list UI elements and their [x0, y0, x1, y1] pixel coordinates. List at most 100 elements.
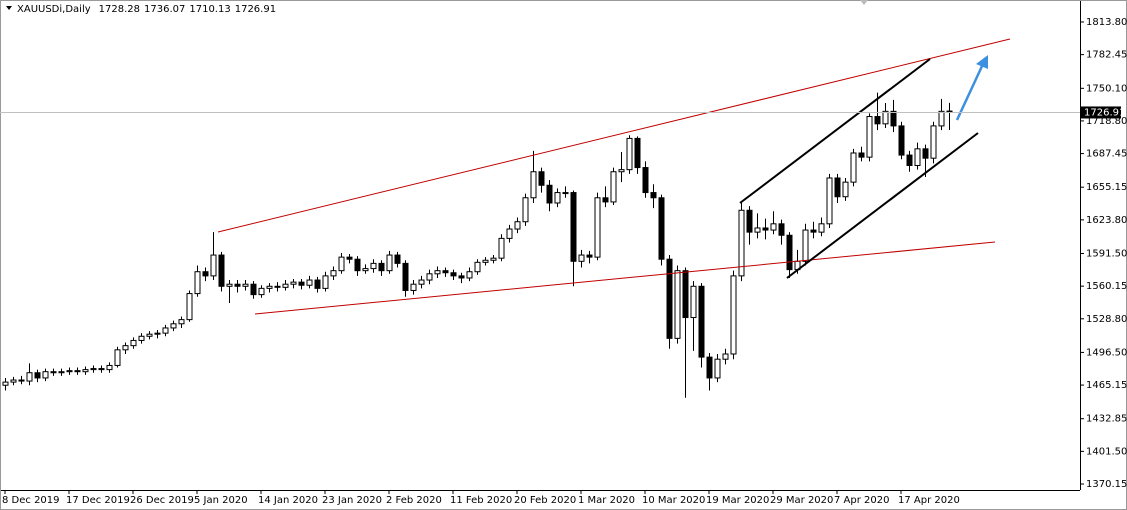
candle-body [274, 285, 281, 288]
candle-body [258, 287, 265, 296]
candle-body [906, 154, 913, 166]
candle-body [514, 221, 521, 230]
y-tick-label: 1370.15 [1086, 479, 1127, 490]
candle-body [714, 358, 721, 379]
scroll-marker [860, 0, 868, 5]
channel-upper [739, 58, 931, 204]
y-tick-label: 1782.45 [1086, 50, 1127, 61]
candle-body [754, 227, 761, 233]
candle-body [330, 270, 337, 277]
candle-body [522, 197, 529, 223]
y-tick-label: 1623.80 [1086, 215, 1127, 226]
candle-body [898, 125, 905, 156]
candle-body [602, 197, 609, 203]
y-tick-label: 1432.85 [1086, 414, 1127, 425]
candle-body [682, 270, 689, 319]
candle-body [786, 234, 793, 271]
low: 1710.13 [189, 4, 230, 15]
candle-body [490, 257, 497, 261]
candle-body [114, 349, 121, 366]
candle-body [482, 259, 489, 263]
y-tick-label: 1813.80 [1086, 17, 1127, 28]
candle-body [338, 256, 345, 272]
candle-body [650, 192, 657, 199]
x-tick-label: 8 Dec 2019 [2, 495, 60, 506]
x-tick-label: 26 Dec 2019 [130, 495, 194, 506]
candle-body [458, 275, 465, 279]
candle-body [474, 261, 481, 273]
candle-body [306, 279, 313, 286]
candle-body [642, 167, 649, 194]
candle-body [610, 171, 617, 203]
candle-body [930, 125, 937, 159]
y-tick-label: 1687.45 [1086, 149, 1127, 160]
candle-body [858, 152, 865, 158]
candle-body [314, 279, 321, 289]
candle-body [570, 192, 577, 262]
candle-body [370, 262, 377, 270]
x-tick-label: 2 Feb 2020 [386, 495, 442, 506]
candle-body [442, 270, 449, 274]
candle-body [378, 262, 385, 272]
candle-body [426, 273, 433, 281]
y-tick-label: 1496.50 [1086, 347, 1127, 358]
symbol: XAUUSDi,Daily [17, 4, 91, 15]
candle-body [586, 254, 593, 258]
candle-body [666, 258, 673, 339]
arrow-head [976, 55, 988, 69]
candle-body [834, 177, 841, 198]
channel-lower [786, 132, 979, 279]
candle-body [850, 152, 857, 183]
candle-body [242, 283, 249, 287]
candle-body [34, 372, 41, 379]
candle-body [266, 285, 273, 289]
candle-body [234, 283, 241, 287]
candle-body [42, 371, 49, 379]
candle-body [434, 270, 441, 275]
candle-body [162, 327, 169, 334]
candle-body [82, 369, 89, 373]
candle-body [282, 283, 289, 288]
candle-body [938, 110, 945, 127]
candle-body [122, 345, 129, 351]
y-tick-label: 1750.10 [1086, 83, 1127, 94]
x-tick-label: 10 Mar 2020 [642, 495, 705, 506]
candle-body [138, 335, 145, 341]
candle-body [466, 271, 473, 279]
open: 1728.28 [99, 4, 140, 15]
candle-body [722, 353, 729, 360]
candle-body [874, 116, 881, 125]
candle-body [658, 197, 665, 260]
candle-body [778, 223, 785, 236]
candle-body [530, 171, 537, 199]
candle-body [394, 254, 401, 264]
candle-body [762, 227, 769, 231]
candle-body [674, 270, 681, 339]
x-tick-label: 1 Mar 2020 [578, 495, 635, 506]
candle-body [74, 370, 81, 373]
x-tick-label: 11 Feb 2020 [450, 495, 512, 506]
candle-body [2, 381, 9, 386]
current-price-box [1081, 106, 1121, 119]
candle-body [578, 254, 585, 262]
candle-body [210, 254, 217, 277]
candle-body [146, 333, 153, 337]
close: 1726.91 [235, 4, 276, 15]
candle-body [170, 323, 177, 329]
candle-body [226, 283, 233, 287]
header: XAUUSDi,Daily 1728.28 1736.07 1710.13 1726.9… [17, 4, 276, 15]
candle-body [770, 223, 777, 231]
candle-body [890, 110, 897, 127]
candle-body [98, 368, 105, 371]
candle-body [218, 254, 225, 287]
x-tick-label: 19 Mar 2020 [706, 495, 769, 506]
candle-body [626, 137, 633, 171]
candle-body [10, 379, 17, 383]
candle-body [58, 371, 65, 374]
candle-body [202, 271, 209, 277]
candle-body [362, 268, 369, 272]
candle-body [842, 181, 849, 198]
x-tick-label: 23 Jan 2020 [322, 495, 382, 506]
